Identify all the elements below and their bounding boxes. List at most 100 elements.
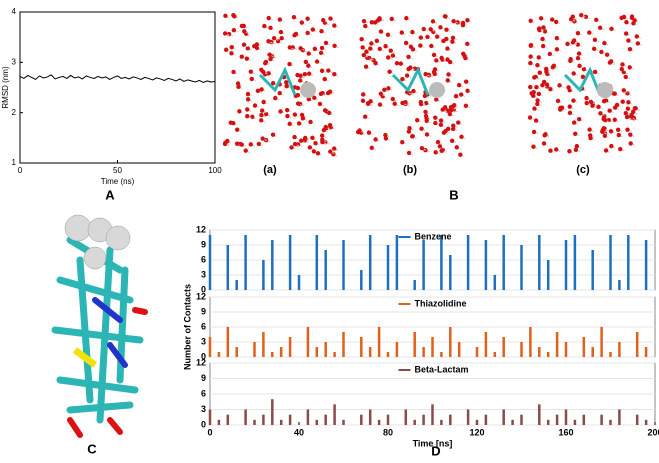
water-atom <box>284 83 289 89</box>
x-tick-label: 0 <box>207 427 212 437</box>
water-atom <box>400 100 405 106</box>
water-atom <box>432 67 438 72</box>
water-atom <box>223 13 228 19</box>
water-atom <box>532 106 537 111</box>
water-atom <box>312 95 317 101</box>
x-tick-label: 120 <box>469 427 484 437</box>
water-atom <box>435 139 441 145</box>
water-atom <box>531 129 537 135</box>
water-atom <box>465 88 470 93</box>
x-tick-label: 40 <box>294 427 304 437</box>
water-atom <box>322 76 327 82</box>
water-atom <box>419 126 424 131</box>
water-atom <box>278 109 283 114</box>
water-atom <box>566 85 571 90</box>
water-atom <box>598 111 603 116</box>
water-atom <box>445 46 450 51</box>
water-atom <box>577 63 582 68</box>
y-axis-label: RMSD (nm) <box>1 66 10 109</box>
water-atom <box>302 136 308 142</box>
water-atom <box>390 53 396 58</box>
y-tick-label: 9 <box>201 306 206 316</box>
water-atom <box>245 107 250 112</box>
water-atom <box>270 80 276 86</box>
water-atom <box>445 78 450 83</box>
ion <box>429 82 445 98</box>
water-atom <box>602 118 608 123</box>
water-atom <box>541 25 546 30</box>
water-atom <box>273 95 278 101</box>
plot-frame <box>19 11 216 164</box>
water-atom <box>424 118 429 123</box>
water-atom <box>373 60 378 66</box>
water-atom <box>278 29 284 35</box>
water-atom <box>619 66 624 72</box>
water-atom <box>310 135 315 141</box>
water-atom <box>242 29 247 34</box>
x-tick-label: 160 <box>558 427 573 437</box>
water-atom <box>634 34 639 39</box>
water-atom <box>537 26 542 31</box>
water-atom <box>318 91 324 97</box>
water-atom <box>451 126 456 132</box>
water-atom <box>623 31 629 36</box>
water-atom <box>450 104 456 109</box>
water-atom <box>550 17 555 22</box>
water-atom <box>575 42 581 47</box>
water-atom <box>567 104 572 109</box>
water-atom <box>559 105 565 110</box>
water-atom <box>583 14 589 20</box>
water-atom <box>438 118 444 123</box>
water-atom <box>428 27 433 32</box>
water-atom <box>425 34 430 40</box>
water-atom <box>319 45 325 51</box>
water-atom <box>540 36 545 42</box>
water-atom <box>624 114 630 120</box>
water-atom <box>306 71 312 76</box>
water-atom <box>409 134 415 139</box>
water-atom <box>528 84 533 90</box>
ligand <box>258 66 297 96</box>
panel-label: D <box>431 443 440 458</box>
water-atom <box>332 71 337 77</box>
water-atom <box>548 86 553 92</box>
water-atom <box>248 142 253 147</box>
water-atom <box>262 23 267 29</box>
water-atom <box>292 134 297 140</box>
water-atom <box>625 127 630 132</box>
water-atom <box>448 107 454 113</box>
x-axis-label: Time [ns] <box>413 438 453 448</box>
water-atom <box>527 115 533 120</box>
water-atom <box>328 149 333 154</box>
water-atom <box>408 65 413 70</box>
water-atom <box>318 50 324 56</box>
water-atom <box>418 35 424 40</box>
water-atom <box>306 63 311 68</box>
water-atom <box>588 99 594 104</box>
water-atom <box>292 141 298 147</box>
water-atom <box>587 127 592 132</box>
water-atom <box>313 140 318 146</box>
water-atom <box>327 122 333 128</box>
x-tick-label: 100 <box>208 166 222 175</box>
water-atom <box>576 116 582 122</box>
water-atom <box>624 19 629 25</box>
y-tick-label: 3 <box>12 57 17 66</box>
water-atom <box>415 117 420 123</box>
water-atom <box>369 145 374 151</box>
water-atom <box>601 99 607 104</box>
water-atom <box>239 142 244 147</box>
water-atom <box>310 27 316 32</box>
water-atom <box>579 12 584 18</box>
water-atom <box>441 130 447 135</box>
water-atom <box>383 44 388 49</box>
water-atom <box>332 43 337 49</box>
water-atom <box>392 101 397 106</box>
x-tick-label: 0 <box>18 166 23 175</box>
water-atom <box>266 71 271 76</box>
water-atom <box>231 27 237 33</box>
water-atom <box>296 121 302 126</box>
water-atom <box>369 41 374 46</box>
water-atom <box>454 145 459 150</box>
water-atom <box>463 55 468 61</box>
